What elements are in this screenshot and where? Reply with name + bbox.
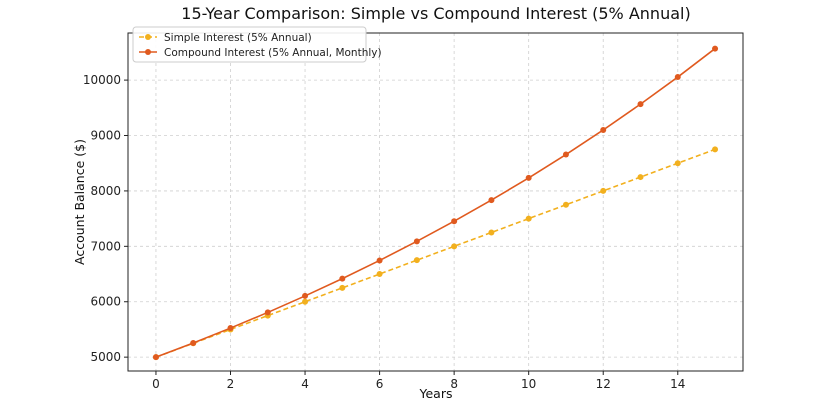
data-point-compound xyxy=(190,339,197,346)
y-axis-title: Account Balance ($) xyxy=(72,139,87,265)
x-tick-label: 14 xyxy=(670,377,685,391)
grid-lines xyxy=(128,33,743,371)
x-tick-label: 6 xyxy=(376,377,384,391)
x-tick-label: 8 xyxy=(450,377,458,391)
y-tick-label: 7000 xyxy=(90,239,121,253)
series-group xyxy=(152,45,719,361)
legend-marker-simple xyxy=(145,34,151,40)
legend-marker-compound xyxy=(145,49,151,55)
legend-box xyxy=(132,26,367,63)
data-point-compound xyxy=(562,151,569,158)
data-point-simple xyxy=(674,160,681,167)
data-point-compound xyxy=(413,238,420,245)
data-point-simple xyxy=(637,174,644,181)
plot-area xyxy=(127,32,744,372)
y-tick-label: 5000 xyxy=(90,350,121,364)
data-point-compound xyxy=(376,257,383,264)
data-point-compound xyxy=(451,218,458,225)
data-point-compound xyxy=(152,354,159,361)
x-tick-label: 4 xyxy=(301,377,309,391)
data-point-compound xyxy=(525,174,532,181)
data-point-compound xyxy=(600,126,607,133)
legend: Simple Interest (5% Annual) Compound Int… xyxy=(132,26,382,63)
y-tick-label: 9000 xyxy=(90,129,121,143)
legend-label-compound: Compound Interest (5% Annual, Monthly) xyxy=(164,47,382,59)
x-tick-label: 2 xyxy=(227,377,235,391)
data-point-simple xyxy=(600,187,607,194)
y-tick-label: 8000 xyxy=(90,184,121,198)
legend-entry-compound: Compound Interest (5% Annual, Monthly) xyxy=(139,47,382,59)
data-point-simple xyxy=(339,284,346,291)
data-point-compound xyxy=(339,275,346,282)
data-point-simple xyxy=(562,201,569,208)
data-point-simple xyxy=(376,271,383,278)
data-point-simple xyxy=(525,215,532,222)
data-point-compound xyxy=(488,197,495,204)
data-point-simple xyxy=(712,146,719,153)
data-point-simple xyxy=(488,229,495,236)
x-tick-label: 12 xyxy=(596,377,611,391)
data-point-compound xyxy=(302,292,309,299)
data-point-compound xyxy=(264,309,271,316)
x-tick-label: 0 xyxy=(152,377,160,391)
data-point-compound xyxy=(227,325,234,332)
legend-label-simple: Simple Interest (5% Annual) xyxy=(164,32,312,44)
data-point-simple xyxy=(302,298,309,305)
data-point-compound xyxy=(637,101,644,108)
legend-entry-simple: Simple Interest (5% Annual) xyxy=(139,32,312,44)
y-tick-label: 6000 xyxy=(90,295,121,309)
x-tick-label: 10 xyxy=(521,377,536,391)
data-point-simple xyxy=(451,243,458,250)
chart-title: 15-Year Comparison: Simple vs Compound I… xyxy=(181,4,690,23)
data-point-compound xyxy=(674,74,681,81)
series-line-compound xyxy=(155,47,716,358)
data-point-compound xyxy=(712,45,719,52)
axis-ticks: 0 2 4 6 8 10 12 14 5000 6000 7000 8000 9000 10000 xyxy=(83,73,686,391)
series-line-simple xyxy=(155,148,716,358)
y-tick-label: 10000 xyxy=(83,73,121,87)
x-axis-title: Years xyxy=(419,386,453,401)
data-point-simple xyxy=(413,257,420,264)
